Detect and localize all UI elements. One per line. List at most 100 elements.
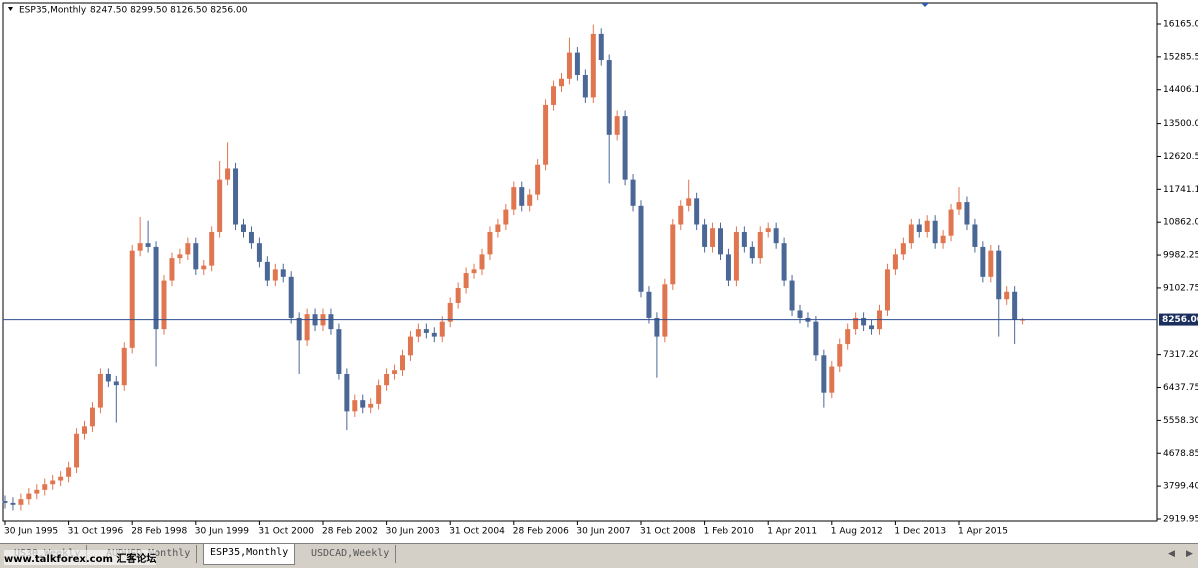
x-tick-label: 28 Feb 1998 (131, 527, 187, 537)
candle-body (487, 231, 493, 255)
candle-body (694, 198, 700, 225)
candle-body (376, 385, 382, 404)
x-tick-label: 31 Oct 2008 (640, 527, 696, 537)
candle-body (471, 269, 477, 274)
candle-body (296, 317, 302, 341)
candle-body (42, 484, 48, 490)
candle-body (908, 224, 914, 244)
x-tick-label: 1 Feb 2010 (704, 527, 755, 537)
y-tick-label: 4678.85 (1163, 449, 1198, 459)
candle-body (18, 499, 24, 505)
candle-body (463, 273, 469, 289)
x-tick-label: 30 Jun 2003 (386, 527, 440, 537)
candle-body (932, 220, 938, 244)
scroll-left[interactable]: ◀ (1168, 549, 1175, 559)
candle-body (614, 116, 620, 135)
candle-body (233, 168, 239, 225)
candle-body (384, 373, 390, 386)
candle-body (66, 467, 72, 477)
candle-body (654, 317, 660, 337)
candle-body (900, 243, 906, 255)
candle-body (622, 116, 628, 180)
candle-body (582, 75, 588, 98)
candle-body (662, 284, 668, 337)
watermark: www.talkforex.com 汇客论坛 (4, 550, 157, 565)
candle-body (670, 224, 676, 285)
candle-body (161, 280, 167, 330)
candle-body (407, 336, 413, 356)
x-tick-label: 30 Jun 2007 (576, 527, 630, 537)
candle-body (837, 344, 843, 367)
candle-body (447, 302, 453, 322)
x-tick-label: 1 Aug 2012 (831, 527, 883, 537)
x-tick-label: 31 Oct 2000 (258, 527, 314, 537)
candle-body (765, 228, 771, 232)
candle-body (574, 52, 580, 76)
candle-body (861, 317, 867, 326)
candle-body (153, 246, 159, 330)
candle-body (352, 400, 358, 412)
y-tick-label: 3799.40 (1163, 482, 1198, 492)
candle-body (884, 269, 890, 311)
candle-body (829, 366, 835, 393)
candle-body (519, 187, 525, 206)
tab-active[interactable]: ESP35,Monthly (203, 544, 296, 565)
candle-body (511, 187, 517, 210)
candle-body (368, 403, 374, 408)
scroll-right[interactable]: ▶ (1186, 549, 1193, 559)
candle-body (757, 231, 763, 259)
candle-body (2, 501, 8, 503)
candle-body (996, 250, 1002, 300)
candle-body (598, 33, 604, 61)
candle-body (924, 220, 930, 232)
candle-body (400, 355, 405, 371)
x-tick-label: 1 Apr 2015 (958, 527, 1008, 537)
candle-body (638, 205, 644, 292)
candle-body (741, 231, 747, 247)
price-label: 8256.00 (1162, 315, 1198, 325)
candle-body (105, 373, 111, 382)
candle-body (964, 202, 970, 225)
candle-body (678, 205, 684, 225)
candle-body (718, 228, 723, 255)
candle-body (781, 243, 787, 281)
y-tick-label: 7317.20 (1163, 350, 1198, 360)
tab-bar: US30,Weekly AUDUSD,Monthly ESP35,Monthly… (0, 543, 1198, 568)
candle-body (248, 231, 254, 244)
x-tick-label: 30 Jun 1999 (195, 527, 249, 537)
y-tick-label: 15285.5 (1163, 52, 1198, 62)
candle-body (1012, 291, 1018, 320)
menu-arrow[interactable] (8, 7, 13, 11)
y-tick-label: 11741.1 (1163, 185, 1198, 195)
candle-body (241, 224, 246, 232)
candle-body (280, 269, 286, 277)
candle-body (797, 310, 803, 318)
tab[interactable]: USDCAD,Weekly (305, 545, 397, 563)
candle-body (344, 373, 350, 412)
candle-body (185, 243, 191, 255)
candle-body (972, 224, 978, 247)
candle-body (272, 269, 278, 281)
candle-body (113, 381, 119, 386)
candle-body (980, 246, 986, 277)
y-tick-label: 9102.75 (1163, 283, 1198, 293)
y-tick-label: 16165.0 (1163, 20, 1198, 30)
x-tick-label: 1 Apr 2011 (767, 527, 817, 537)
candle-body (988, 250, 994, 277)
y-tick-label: 14406.1 (1163, 85, 1198, 95)
candle-body (559, 78, 564, 87)
candle-body (336, 329, 342, 374)
candle-body (1004, 291, 1010, 300)
candle-body (58, 476, 64, 481)
candle-body (455, 288, 461, 303)
candle-body (193, 243, 199, 270)
x-tick-label: 28 Feb 2002 (322, 527, 378, 537)
chart: ESP35,Monthly 8247.50 8299.50 8126.50 82… (2, 2, 1198, 537)
candle-body (10, 502, 16, 505)
shift-marker (921, 3, 929, 7)
candle-body (566, 52, 572, 79)
candle-body (503, 209, 509, 225)
candle-body (439, 321, 445, 337)
candle-body (590, 33, 596, 98)
